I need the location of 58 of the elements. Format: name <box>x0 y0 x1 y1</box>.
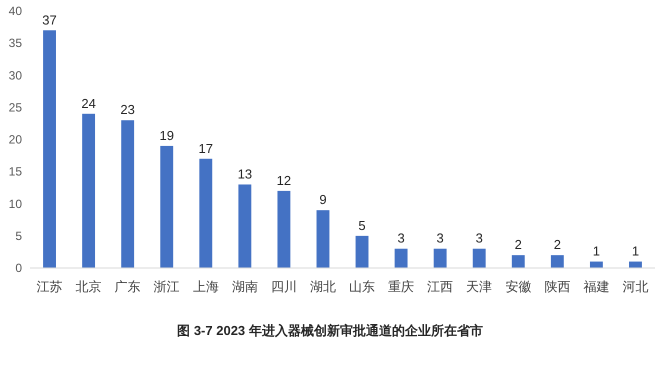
bar <box>434 248 447 268</box>
data-label: 12 <box>276 172 292 188</box>
data-label: 24 <box>81 96 96 111</box>
bar <box>394 248 408 268</box>
bar <box>82 114 96 268</box>
x-tick-label: 陕西 <box>544 279 570 294</box>
y-tick-label: 25 <box>8 100 22 114</box>
y-tick-label: 5 <box>15 228 22 243</box>
x-tick-label: 湖北 <box>310 279 336 294</box>
data-label: 37 <box>42 12 57 28</box>
data-label: 17 <box>198 140 214 156</box>
data-label: 9 <box>319 192 327 208</box>
bar <box>316 210 330 268</box>
data-label: 19 <box>159 128 174 143</box>
x-tick-label: 浙江 <box>154 279 180 294</box>
bar <box>43 30 56 268</box>
y-tick-label: 20 <box>8 132 22 146</box>
text: 图 3-7 2023 年进入器械创新审批通道的企业所在省市 <box>177 323 483 338</box>
bar <box>277 190 290 268</box>
data-label: 23 <box>120 102 135 118</box>
x-tick-label: 福建 <box>583 279 610 294</box>
data-label: 2 <box>554 237 561 252</box>
bar <box>472 248 486 268</box>
bar <box>121 120 134 268</box>
y-tick-label: 0 <box>15 261 22 275</box>
data-label: 1 <box>592 244 600 259</box>
x-tick-label: 江西 <box>427 279 454 294</box>
x-tick-label: 广东 <box>114 279 141 294</box>
data-label: 3 <box>476 230 483 246</box>
x-tick-label: 重庆 <box>388 279 414 294</box>
data-label: 2 <box>514 237 522 252</box>
x-tick-label: 山东 <box>349 279 376 294</box>
x-tick-label: 安徽 <box>505 279 532 294</box>
x-tick-label: 河北 <box>622 279 648 294</box>
y-tick-label: 35 <box>8 36 22 50</box>
data-label: 13 <box>238 166 252 182</box>
y-tick-label: 15 <box>8 164 22 179</box>
bar <box>199 158 212 268</box>
data-label: 3 <box>436 230 444 246</box>
bar <box>238 184 252 268</box>
data-label: 1 <box>632 244 640 259</box>
y-tick-label: 10 <box>8 196 22 211</box>
data-label: 5 <box>358 218 366 233</box>
x-tick-label: 天津 <box>466 279 492 294</box>
data-label: 3 <box>397 230 405 246</box>
x-tick-label: 上海 <box>192 279 219 294</box>
bar <box>629 262 642 268</box>
y-tick-label: 30 <box>8 68 22 82</box>
bar <box>512 255 525 268</box>
bar <box>160 146 174 268</box>
x-tick-label: 北京 <box>76 279 102 294</box>
x-tick-label: 江苏 <box>36 279 63 294</box>
y-tick-label: 40 <box>8 4 22 18</box>
bar <box>550 255 564 268</box>
bar <box>590 262 603 268</box>
bar <box>356 236 368 268</box>
x-tick-label: 四川 <box>270 279 297 294</box>
x-tick-label: 湖南 <box>232 279 258 294</box>
